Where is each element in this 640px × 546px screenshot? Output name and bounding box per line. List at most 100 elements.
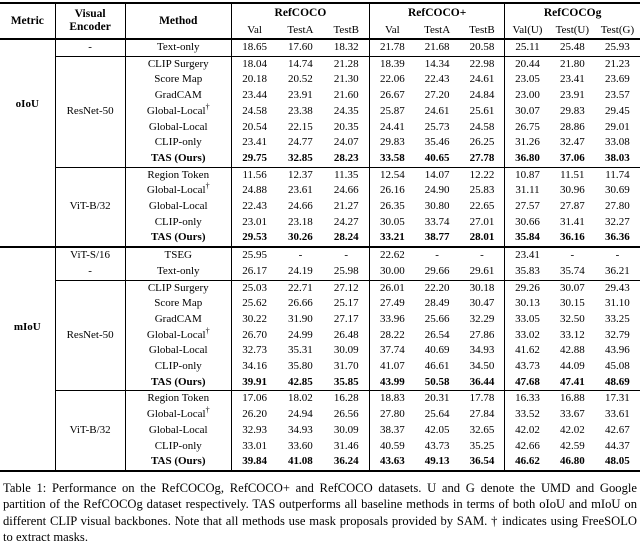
value-cell: 30.69 <box>605 184 630 197</box>
value-cell: 45.08 <box>605 360 630 373</box>
value-cell: 22.06 <box>379 73 405 86</box>
value-cell: 24.19 <box>277 263 324 281</box>
value-cell: 27.80 <box>605 200 630 213</box>
value-cell: - <box>298 249 303 262</box>
value-cell: 31.26 <box>515 136 540 149</box>
encoder-column-header: Visual Encoder <box>55 3 126 40</box>
table-row: mIoU ViT-S/16 TSEG 25.95- -22.62- -23.41- - <box>0 247 640 471</box>
method-cell: TAS (Ours) <box>125 230 232 249</box>
value-cell: 35.85 <box>323 374 371 392</box>
value-cell: 27.49 <box>379 297 405 310</box>
value-cell: 30.07 <box>559 281 585 294</box>
table-row: Global-Local† 26.70 24.99 26.48 28.22 26.54 27… <box>0 327 640 344</box>
value-cell: 33.60 <box>288 439 313 452</box>
value-cell: 33.58 <box>369 150 415 168</box>
value-cell: - <box>615 249 620 262</box>
value-cell: 26.20 <box>242 408 267 421</box>
value-cell: 12.37 <box>288 168 313 181</box>
value-cell: 32.27 <box>605 215 630 228</box>
value-cell: 18.65 <box>231 39 278 57</box>
value-cell: 35.83 <box>504 263 550 281</box>
col-header: Val <box>231 21 278 40</box>
value-cell: 30.05 <box>379 215 405 228</box>
encoder-cell: ResNet-50 <box>55 56 126 168</box>
value-cell: 37.06 <box>549 150 595 168</box>
method-cell: Global-Local† <box>125 102 232 120</box>
value-cell: 26.75 <box>515 120 540 133</box>
table-row: Global-Local† 24.88 23.61 24.66 26.16 24.90 25… <box>0 182 640 200</box>
table-row: - Text-only 18.65 17.60 18.32 21.78 21.68 20.58… <box>0 39 640 57</box>
table-row: Score Map 20.18 20.52 21.30 22.06 22.43 24.61 2… <box>0 72 640 89</box>
value-cell: 20.52 <box>288 73 313 86</box>
value-cell: 27.57 <box>515 200 540 213</box>
table-row: - Text-only 26.17 24.19 25.98 30.00 29.66 29.61… <box>0 263 640 281</box>
value-cell: 23.41 <box>242 136 267 149</box>
value-cell: 20.31 <box>424 392 450 405</box>
value-cell: 28.24 <box>323 230 371 249</box>
value-cell: 35.80 <box>288 360 313 373</box>
table-row: oIoU ResNet-50 CLIP Surgery 18.04 14.74 21.28… <box>0 56 640 249</box>
value-cell: 17.06 <box>242 392 267 405</box>
value-cell: 18.04 <box>242 57 267 70</box>
value-cell: 33.08 <box>605 136 630 149</box>
method-cell: Text-only <box>125 263 232 281</box>
value-cell: 25.66 <box>424 312 450 325</box>
value-cell: 36.24 <box>323 454 371 471</box>
value-cell: 46.80 <box>559 455 585 468</box>
method-dagger: † <box>205 102 210 112</box>
method-cell: Global-Local <box>125 422 232 439</box>
value-cell: 28.86 <box>559 120 585 133</box>
value-cell: 23.05 <box>515 73 540 86</box>
value-cell: 29.61 <box>459 263 506 281</box>
value-cell: 38.37 <box>379 423 405 436</box>
value-cell: 43.73 <box>515 360 540 373</box>
value-cell: 36.36 <box>594 230 640 249</box>
value-cell: 31.10 <box>605 297 630 310</box>
value-cell: 34.93 <box>288 423 313 436</box>
value-cell: 25.48 <box>549 39 595 57</box>
value-cell: 20.44 <box>515 57 540 70</box>
value-cell: 22.98 <box>459 56 506 73</box>
method-cell: Region Token <box>125 167 232 184</box>
value-cell: 42.05 <box>424 423 450 436</box>
value-cell: 23.91 <box>288 89 313 102</box>
value-cell: 18.32 <box>323 39 371 57</box>
table-row: Global-Local† 24.58 23.38 24.35 25.87 24.61 25… <box>0 102 640 120</box>
value-cell: 20.58 <box>459 39 506 57</box>
value-cell: 22.62 <box>379 249 405 262</box>
value-cell: 24.61 <box>459 72 506 89</box>
value-cell: 23.41 <box>515 249 540 262</box>
value-cell: 25.73 <box>424 120 450 133</box>
value-cell: 26.01 <box>379 281 405 294</box>
value-cell: 25.64 <box>424 408 450 421</box>
value-cell: 26.70 <box>242 328 267 341</box>
method-cell: Global-Local <box>125 119 232 136</box>
value-cell: 39.84 <box>242 455 267 468</box>
value-cell: 39.91 <box>231 374 278 392</box>
value-cell: 31.11 <box>515 184 540 197</box>
col-header: TestA <box>414 21 460 40</box>
value-cell: 28.01 <box>459 230 506 249</box>
value-cell: 26.35 <box>379 200 405 213</box>
table-row: CLIP-only 23.41 24.77 24.07 29.83 35.46 26.25 3… <box>0 135 640 151</box>
value-cell: 29.01 <box>605 120 630 133</box>
value-cell: 18.39 <box>379 57 405 70</box>
metric-cell: mIoU <box>0 247 56 471</box>
method-cell: Score Map <box>125 296 232 312</box>
value-cell: 18.83 <box>379 392 405 405</box>
value-cell: 26.25 <box>459 135 506 151</box>
value-cell: 44.09 <box>559 360 585 373</box>
value-cell: 23.91 <box>559 89 585 102</box>
value-cell: 34.93 <box>459 343 506 360</box>
metric-cell: oIoU <box>0 56 56 249</box>
value-cell: 25.87 <box>379 104 405 117</box>
value-cell: 40.65 <box>414 150 460 168</box>
value-cell: 14.07 <box>424 168 450 181</box>
value-cell: 21.27 <box>323 199 371 215</box>
table-row: CLIP-only 23.01 23.18 24.27 30.05 33.74 27.01 3… <box>0 214 640 231</box>
group-header-refcoco-plus: RefCOCO+ <box>369 3 506 21</box>
value-cell: 31.46 <box>323 438 371 455</box>
value-cell: 26.66 <box>288 297 313 310</box>
value-cell: 29.66 <box>414 263 460 281</box>
method-cell: Global-Local <box>125 199 232 215</box>
